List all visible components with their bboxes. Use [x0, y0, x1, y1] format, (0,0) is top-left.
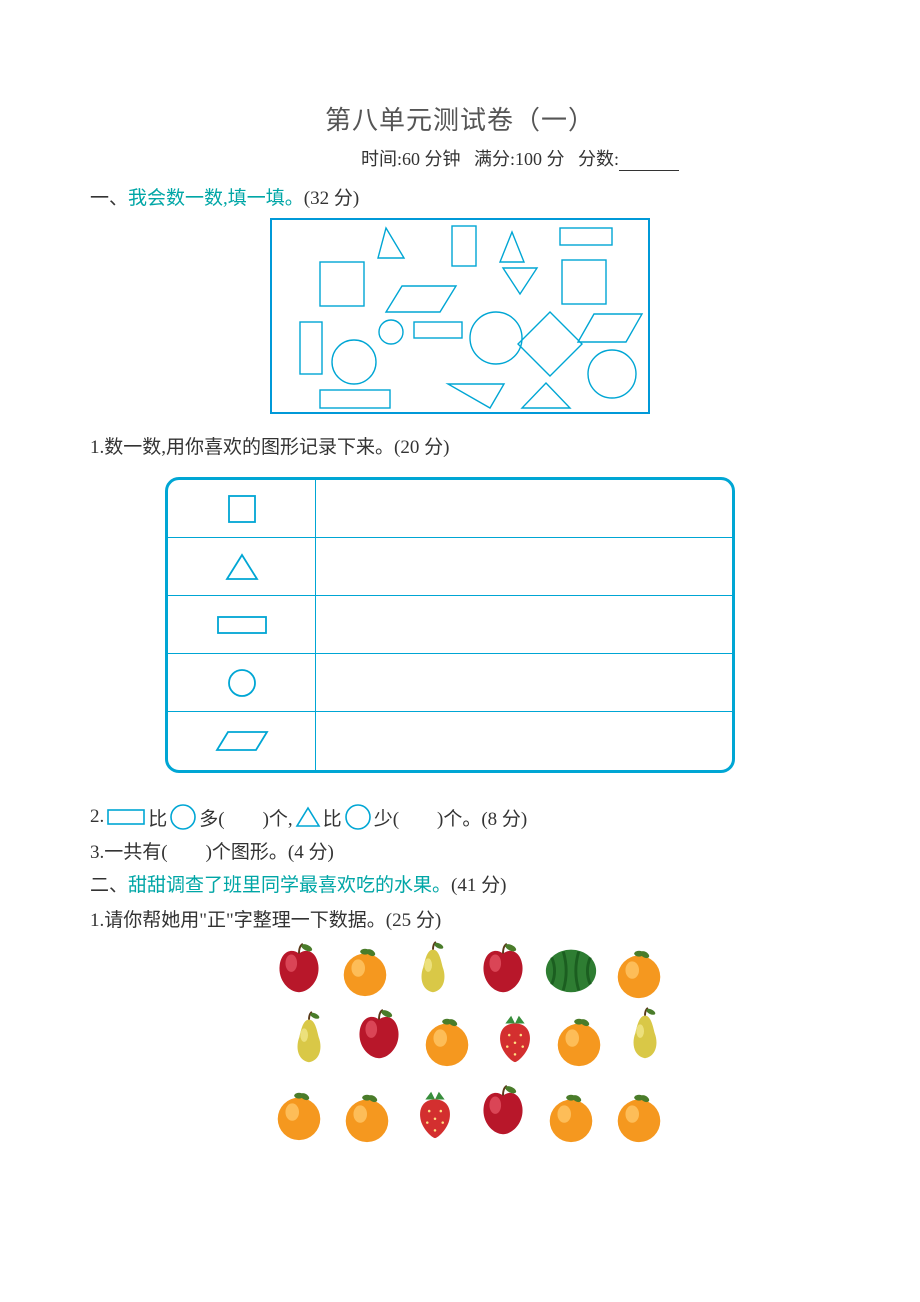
tally-row	[168, 480, 732, 538]
tally-cell[interactable]	[316, 654, 732, 711]
score-label: 分数:	[578, 149, 619, 169]
time-label: 时间:	[361, 149, 402, 169]
tally-row	[168, 712, 732, 770]
tally-row	[168, 538, 732, 596]
apple-icon	[350, 1006, 408, 1064]
shapes-diagram	[270, 218, 650, 414]
apple-icon	[474, 1082, 532, 1140]
q2-p2b: 少( )个。(8 分)	[374, 804, 528, 831]
section2-header: 二、甜甜调查了班里同学最喜欢吃的水果。(41 分)	[90, 870, 830, 897]
section1-pts: (32 分)	[304, 188, 359, 209]
strawberry-icon	[406, 1084, 464, 1142]
tally-row	[168, 596, 732, 654]
triangle-icon	[168, 538, 316, 595]
tally-cell[interactable]	[316, 480, 732, 537]
section1-text: 我会数一数,填一填。	[128, 188, 304, 209]
pear-icon	[616, 1006, 674, 1064]
tally-table	[165, 477, 735, 773]
tally-cell[interactable]	[316, 596, 732, 653]
fruit-diagram	[270, 940, 710, 1170]
q2-line: 2. 比 多( )个, 比 少( )个。(8 分)	[90, 803, 830, 831]
q3-text: 3.一共有( )个图形。(4 分)	[90, 837, 830, 864]
full-unit: 分	[547, 149, 565, 169]
q2-p2a: 比	[323, 804, 342, 831]
score-blank[interactable]	[619, 170, 679, 171]
pear-icon	[280, 1010, 338, 1068]
orange-icon	[610, 944, 668, 1002]
shapes-svg	[272, 220, 652, 416]
square-icon	[168, 480, 316, 537]
circle-icon	[169, 803, 197, 831]
parallelogram-icon	[168, 712, 316, 770]
circle-icon	[168, 654, 316, 711]
time-value: 60	[402, 149, 420, 169]
page-title: 第八单元测试卷（一）	[90, 100, 830, 137]
orange-icon	[550, 1012, 608, 1070]
rectangle-icon	[168, 596, 316, 653]
orange-icon	[610, 1088, 668, 1146]
section2-pts: (41 分)	[451, 875, 506, 896]
orange-icon	[338, 1088, 396, 1146]
full-label: 满分:	[474, 149, 515, 169]
q2-prefix: 2.	[90, 806, 104, 828]
orange-icon	[270, 1086, 328, 1144]
triangle-icon	[295, 805, 321, 829]
section1-header: 一、我会数一数,填一填。(32 分)	[90, 183, 830, 210]
section1-num: 一、	[90, 188, 128, 209]
tally-row	[168, 654, 732, 712]
strawberry-icon	[486, 1008, 544, 1066]
full-value: 100	[515, 149, 542, 169]
watermelon-icon	[542, 940, 600, 998]
rectangle-icon	[106, 807, 146, 827]
meta-line: 时间:60 分钟 满分:100 分 分数:	[210, 145, 830, 171]
orange-icon	[542, 1088, 600, 1146]
apple-icon	[270, 940, 328, 998]
section2-text: 甜甜调查了班里同学最喜欢吃的水果。	[128, 875, 451, 896]
q2-p1b: 多( )个,	[199, 804, 292, 831]
tally-cell[interactable]	[316, 538, 732, 595]
s2-q1-text: 1.请你帮她用"正"字整理一下数据。(25 分)	[90, 905, 830, 932]
orange-icon	[336, 942, 394, 1000]
orange-icon	[418, 1012, 476, 1070]
time-unit: 分钟	[424, 149, 460, 169]
tally-cell[interactable]	[316, 712, 732, 770]
apple-icon	[474, 940, 532, 998]
q2-p1a: 比	[148, 804, 167, 831]
pear-icon	[404, 940, 462, 998]
circle-icon	[344, 803, 372, 831]
q1-text: 1.数一数,用你喜欢的图形记录下来。(20 分)	[90, 432, 830, 459]
section2-num: 二、	[90, 875, 128, 896]
